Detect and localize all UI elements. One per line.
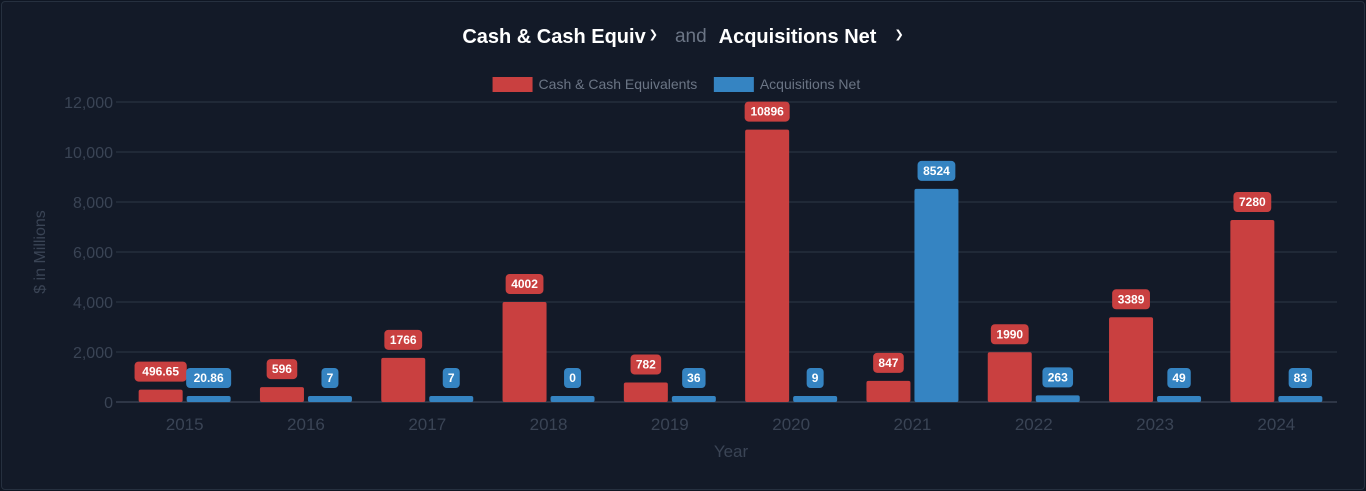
data-label-bg <box>1288 368 1313 388</box>
data-label-bg <box>186 368 232 388</box>
data-label: 20.86 <box>194 371 224 385</box>
bar[interactable] <box>307 396 352 402</box>
bar[interactable] <box>1157 396 1202 402</box>
metric1-label: Cash & Cash Equiv <box>462 25 646 48</box>
bar[interactable] <box>671 396 716 402</box>
data-label: 8524 <box>923 164 950 178</box>
data-label: 0 <box>569 371 576 385</box>
data-label: 36 <box>687 371 701 385</box>
chevron-down-icon: ❯ <box>894 28 904 41</box>
data-label: 4002 <box>511 277 538 291</box>
metric2-select[interactable]: Acquisitions Net ❯ <box>719 26 904 49</box>
bar[interactable] <box>186 396 231 402</box>
y-tick-label: 0 <box>104 395 113 412</box>
y-tick-label: 10,000 <box>64 145 113 162</box>
x-tick-label: 2023 <box>1136 415 1174 434</box>
data-label-bg <box>564 368 582 388</box>
data-label-bg <box>1167 368 1191 388</box>
x-tick-label: 2021 <box>894 415 932 434</box>
data-label-bg <box>384 329 423 350</box>
x-tick-label: 2020 <box>772 415 810 434</box>
data-label-bg <box>990 324 1029 345</box>
data-label: 3389 <box>1118 292 1145 306</box>
data-label: 596 <box>272 362 292 376</box>
bar[interactable] <box>550 396 595 402</box>
data-label: 782 <box>636 357 656 371</box>
data-label: 7 <box>448 371 455 385</box>
bar[interactable] <box>502 301 547 402</box>
bar[interactable] <box>429 396 474 402</box>
data-label-bg <box>266 359 298 380</box>
x-axis-title: Year <box>714 442 749 461</box>
data-label: 7 <box>327 371 334 385</box>
bar[interactable] <box>1109 317 1154 402</box>
metric1-select[interactable]: Cash & Cash Equiv ❯ <box>462 26 658 49</box>
data-label-bg <box>1112 289 1150 310</box>
bar[interactable] <box>914 188 959 402</box>
chevron-down-icon: ❯ <box>648 28 658 41</box>
data-label: 496.65 <box>142 365 179 379</box>
data-label-bg <box>505 273 544 294</box>
data-label-bg <box>442 368 460 388</box>
chart-header: Cash & Cash Equiv ❯ and Acquisitions Net… <box>0 22 1366 52</box>
legend-swatch[interactable] <box>713 77 754 92</box>
data-label-bg <box>630 354 662 375</box>
data-label-bg <box>682 368 706 388</box>
x-tick-label: 2019 <box>651 415 689 434</box>
data-label-bg <box>1042 367 1074 388</box>
y-tick-label: 8,000 <box>73 195 113 212</box>
x-tick-label: 2017 <box>408 415 446 434</box>
bar[interactable] <box>138 389 183 402</box>
x-tick-label: 2024 <box>1257 415 1295 434</box>
bar[interactable] <box>1035 395 1080 402</box>
data-label-bg <box>917 160 956 181</box>
legend-label[interactable]: Acquisitions Net <box>760 76 860 92</box>
y-tick-label: 2,000 <box>73 345 113 362</box>
bar[interactable] <box>745 129 790 402</box>
data-label-bg <box>321 368 339 388</box>
data-label: 1766 <box>390 333 417 347</box>
y-tick-label: 12,000 <box>64 95 113 112</box>
data-label: 49 <box>1172 371 1186 385</box>
bar[interactable] <box>866 380 911 402</box>
data-label: 7280 <box>1239 195 1266 209</box>
bar[interactable] <box>623 382 668 402</box>
data-label-bg <box>134 361 187 382</box>
data-label-bg <box>744 101 790 122</box>
bar[interactable] <box>1230 220 1275 402</box>
connector-text: and <box>674 26 707 47</box>
y-tick-label: 6,000 <box>73 245 113 262</box>
data-label: 263 <box>1048 370 1068 384</box>
data-label: 9 <box>812 371 819 385</box>
data-label: 10896 <box>750 105 784 119</box>
legend-swatch[interactable] <box>492 77 533 92</box>
data-label: 1990 <box>996 327 1023 341</box>
data-label-bg <box>873 352 904 373</box>
bar[interactable] <box>793 396 838 402</box>
bar[interactable] <box>259 387 304 402</box>
y-axis-title: $ in Millions <box>32 210 49 294</box>
bar[interactable] <box>381 357 426 402</box>
x-tick-label: 2015 <box>166 415 204 434</box>
data-label: 83 <box>1294 371 1308 385</box>
data-label-bg <box>1233 192 1272 212</box>
data-label-bg <box>806 368 824 388</box>
x-tick-label: 2018 <box>530 415 568 434</box>
legend-label[interactable]: Cash & Cash Equivalents <box>539 76 698 92</box>
y-tick-label: 4,000 <box>73 295 113 312</box>
x-tick-label: 2022 <box>1015 415 1053 434</box>
bar[interactable] <box>987 352 1032 402</box>
bar[interactable] <box>1278 396 1323 402</box>
data-label: 847 <box>878 356 898 370</box>
metric2-label: Acquisitions Net <box>718 25 877 48</box>
x-tick-label: 2016 <box>287 415 325 434</box>
